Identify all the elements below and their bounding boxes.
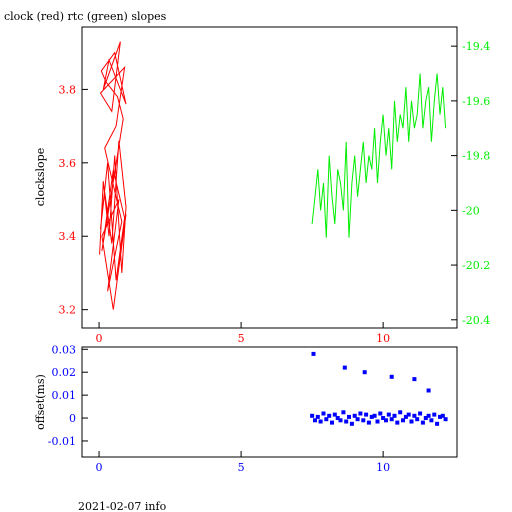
offset-plot-frame	[81, 346, 458, 458]
offset-point	[412, 377, 417, 382]
offset-point	[438, 414, 442, 419]
offset-point	[362, 370, 367, 375]
offset-point	[415, 417, 420, 422]
offset-point	[369, 414, 374, 419]
offset-point	[330, 420, 334, 425]
offset-point	[338, 418, 343, 423]
offset-point	[344, 419, 349, 424]
slopes-x-tick-label: 0	[96, 332, 103, 345]
offset-point	[443, 417, 448, 422]
offset-point	[310, 413, 315, 418]
offset-point	[429, 418, 434, 423]
offset-point	[412, 413, 417, 418]
offset-y-tick-label: 0.01	[52, 389, 77, 402]
offset-y-tick-label: -0.01	[48, 435, 76, 448]
offset-point	[315, 414, 320, 419]
slopes-left-y-tick-label: 3.4	[59, 230, 77, 243]
offset-point	[435, 421, 440, 426]
offset-point	[332, 412, 337, 417]
offset-point	[318, 419, 323, 424]
offset-point	[321, 411, 326, 416]
slopes-right-y-tick-label: -19.6	[462, 95, 490, 108]
slopes-y-axis-label: clockslope	[34, 148, 47, 206]
offset-x-tick-label: 0	[96, 461, 103, 474]
offset-point	[347, 414, 351, 419]
slopes-plot-frame	[81, 26, 458, 329]
footer-caption: 2021-02-07 info	[78, 500, 167, 512]
offset-point	[358, 411, 363, 416]
page-title: clock (red) rtc (green) slopes	[4, 10, 167, 23]
offset-point	[378, 411, 383, 416]
offset-point	[364, 412, 369, 417]
slopes-right-y-tick-label: -19.4	[462, 40, 490, 53]
offset-point	[418, 411, 423, 416]
slopes-right-y-tick-label: -20.4	[462, 314, 490, 327]
slopes-x-tick-label: 10	[376, 332, 390, 345]
offset-point	[423, 416, 428, 420]
offset-point	[440, 413, 445, 418]
slopes-right-y-tick-label: -20	[462, 204, 480, 217]
offset-point	[313, 418, 317, 423]
offset-point	[324, 417, 329, 422]
offset-point	[375, 419, 380, 424]
offset-point	[403, 414, 408, 419]
offset-point	[352, 413, 357, 418]
offset-point	[366, 420, 371, 425]
offset-point	[426, 388, 431, 393]
offset-point	[389, 374, 394, 379]
offset-point	[409, 419, 414, 424]
slopes-right-y-tick-label: -20.2	[462, 259, 490, 272]
offset-x-tick-label: 10	[376, 461, 390, 474]
offset-point	[349, 421, 354, 426]
offset-point	[398, 410, 403, 415]
offset-x-tick-label: 5	[238, 461, 245, 474]
offset-point	[372, 413, 377, 418]
offset-point	[384, 418, 388, 423]
offset-point	[341, 410, 346, 415]
slopes-x-tick-label: 5	[238, 332, 245, 345]
slopes-left-y-tick-label: 3.8	[59, 83, 77, 96]
offset-point	[381, 416, 386, 420]
offset-y-tick-label: 0	[69, 412, 76, 425]
offset-y-tick-label: 0.02	[52, 366, 77, 379]
offset-point	[355, 417, 360, 422]
offset-point	[386, 412, 391, 417]
offset-point	[426, 413, 431, 418]
offset-point	[311, 351, 316, 356]
offset-point	[335, 416, 340, 420]
offset-y-axis-label: offset(ms)	[34, 374, 47, 430]
offset-point	[395, 420, 400, 425]
offset-point	[420, 420, 425, 425]
rtc-series-line	[311, 73, 447, 238]
offset-point	[432, 412, 437, 417]
slopes-left-y-tick-label: 3.2	[59, 304, 77, 317]
offset-y-tick-label: 0.03	[52, 343, 77, 356]
offset-point	[327, 413, 332, 418]
offset-point	[342, 365, 347, 370]
slopes-right-y-tick-label: -19.8	[462, 150, 490, 163]
clock-series-line	[99, 41, 127, 310]
offset-point	[361, 418, 366, 423]
offset-point	[401, 418, 405, 423]
offset-point	[392, 413, 397, 418]
slopes-left-y-tick-label: 3.6	[59, 157, 77, 170]
offset-point	[406, 412, 411, 417]
offset-point	[389, 417, 394, 422]
